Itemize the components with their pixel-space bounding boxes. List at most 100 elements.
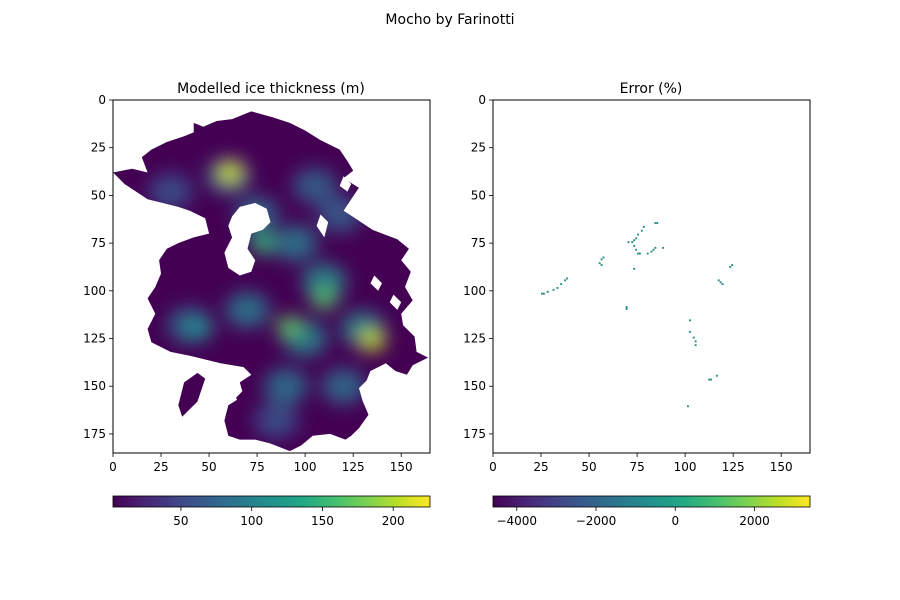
ice-free-area xyxy=(197,100,210,120)
y-tick-label: 175 xyxy=(463,427,486,441)
ice-free-area xyxy=(389,294,402,310)
colorbar-tick-label: −4000 xyxy=(496,514,537,528)
colorbar-tick-label: 2000 xyxy=(739,514,770,528)
error-cell xyxy=(637,252,640,255)
error-cell xyxy=(689,319,691,322)
error-cell xyxy=(600,258,603,261)
thickness-peak xyxy=(276,316,303,339)
y-tick-label: 150 xyxy=(83,379,106,393)
figure-title: Mocho by Farinotti xyxy=(385,12,514,28)
colorbar-tick-label: 0 xyxy=(671,514,679,528)
x-tick-label: 125 xyxy=(722,460,745,474)
y-tick-label: 125 xyxy=(463,332,486,346)
x-tick-label: 50 xyxy=(201,460,216,474)
error-cell xyxy=(694,340,697,343)
y-tick-label: 150 xyxy=(463,379,486,393)
error-cell xyxy=(633,267,636,270)
error-cell xyxy=(646,252,649,255)
thickness-blob xyxy=(263,368,308,405)
y-tick-label: 50 xyxy=(91,188,106,202)
thickness-colorbar-ticks: 50 100 150 200 xyxy=(173,507,405,528)
error-cell xyxy=(564,279,567,282)
error-cell xyxy=(656,222,659,225)
ice-free-area xyxy=(339,176,352,192)
error-cell xyxy=(729,266,732,268)
x-tick-label: 25 xyxy=(533,460,548,474)
error-cell xyxy=(654,246,657,249)
error-cell xyxy=(721,283,724,286)
thickness-blob xyxy=(302,263,347,300)
error-cell xyxy=(635,237,638,240)
y-tick-label: 0 xyxy=(98,93,106,107)
error-cell xyxy=(687,405,689,408)
glacier-outline xyxy=(113,111,429,452)
y-tick-label: 100 xyxy=(83,284,106,298)
thickness-axis-ticks: 0 25 50 75 100 125 150 0 25 50 75 100 125 150 175 xyxy=(83,93,413,474)
colorbar-tick-label: 200 xyxy=(382,514,405,528)
error-cell xyxy=(692,336,695,339)
error-cell xyxy=(556,287,559,289)
error-cell xyxy=(627,241,630,244)
error-cell xyxy=(708,378,711,381)
thickness-peak xyxy=(186,318,213,340)
colorbar-tick-label: −2000 xyxy=(576,514,617,528)
ice-free-area xyxy=(224,203,271,276)
thickness-peak xyxy=(311,287,338,310)
error-cell xyxy=(546,290,549,293)
y-tick-label: 75 xyxy=(471,236,486,250)
colorbar-tick-label: 100 xyxy=(240,514,263,528)
ice-free-area xyxy=(316,214,329,238)
thickness-panel: Modelled ice thickness (m) 0 25 50 75 100 125… xyxy=(83,81,431,528)
error-cell xyxy=(625,306,628,309)
ice-patch xyxy=(178,372,206,417)
x-tick-label: 150 xyxy=(390,460,413,474)
colorbar-tick-label: 150 xyxy=(311,514,334,528)
thickness-field xyxy=(148,158,386,439)
error-cell xyxy=(600,264,603,267)
error-cell xyxy=(602,256,605,259)
error-cell xyxy=(543,292,545,295)
error-cell xyxy=(631,241,634,244)
x-tick-label: 100 xyxy=(674,460,697,474)
thickness-blob xyxy=(225,291,270,328)
y-tick-label: 100 xyxy=(463,284,486,298)
ice-free-area xyxy=(370,275,382,291)
error-cell xyxy=(731,264,734,267)
error-cell xyxy=(552,288,555,291)
error-cell xyxy=(654,222,657,225)
error-colorbar xyxy=(492,495,811,508)
error-cell xyxy=(689,330,691,333)
x-tick-label: 125 xyxy=(342,460,365,474)
error-cell xyxy=(635,248,638,251)
error-cell xyxy=(639,252,641,255)
x-tick-label: 75 xyxy=(629,460,644,474)
error-cell xyxy=(625,308,628,310)
error-cell xyxy=(633,245,636,247)
error-cell xyxy=(642,225,645,228)
error-cell xyxy=(650,250,653,253)
thickness-title: Modelled ice thickness (m) xyxy=(177,81,365,97)
y-tick-label: 175 xyxy=(83,427,106,441)
error-cell xyxy=(715,374,718,377)
y-tick-label: 0 xyxy=(478,93,486,107)
thickness-blob xyxy=(292,167,337,204)
y-tick-label: 75 xyxy=(91,236,106,250)
thickness-peak xyxy=(249,232,276,255)
thickness-peak xyxy=(359,329,386,352)
ice-patch xyxy=(236,390,248,406)
y-tick-label: 50 xyxy=(471,188,486,202)
thickness-peak xyxy=(217,161,244,184)
thickness-blob xyxy=(321,368,366,405)
thickness-blob xyxy=(273,225,318,262)
thickness-heatmap xyxy=(113,100,429,452)
error-cell xyxy=(640,229,643,232)
error-cell xyxy=(710,378,713,381)
x-tick-label: 0 xyxy=(109,460,117,474)
error-cell xyxy=(694,344,697,347)
x-tick-label: 25 xyxy=(153,460,168,474)
thickness-blob xyxy=(254,402,299,439)
error-cell xyxy=(662,246,665,249)
error-panel: Error (%) 0 25 50 75 100 125 150 0 25 50 75 100 125 1… xyxy=(463,81,811,528)
x-tick-label: 0 xyxy=(489,460,497,474)
